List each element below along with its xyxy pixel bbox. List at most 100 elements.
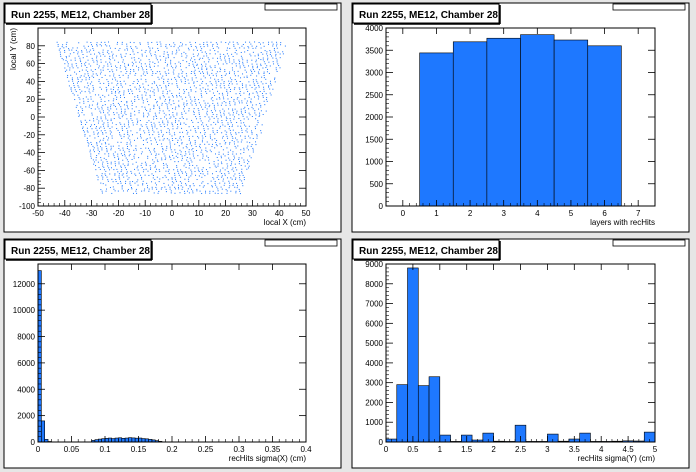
hit-point [277,63,279,65]
hit-point [233,118,235,120]
hit-point [229,90,231,92]
hit-point [214,53,216,55]
y-tick-label: -60 [23,166,35,175]
hit-point [241,171,243,173]
hit-point [160,118,162,120]
hit-point [233,99,235,101]
hit-point [142,100,144,102]
hit-point [66,61,68,63]
hit-point [128,135,130,137]
hit-point [225,159,227,161]
hit-point [239,81,241,83]
hit-point [167,78,169,80]
hit-point [107,179,109,181]
hit-point [248,125,250,127]
hit-point [224,69,226,71]
hit-point [240,94,242,96]
hit-point [264,63,266,65]
hit-point [135,145,137,147]
hit-point [177,141,179,143]
hit-point [117,82,119,84]
hit-point [86,121,88,123]
hit-point [196,165,198,167]
hit-point [157,88,159,90]
hit-point [124,65,126,67]
hit-point [150,140,152,142]
hit-point [247,159,249,161]
hit-point [93,53,95,55]
hit-point [139,86,141,88]
title-box [4,239,152,260]
hit-point [205,65,207,67]
hit-point [109,75,111,77]
hit-point [162,162,164,164]
hit-point [217,104,219,106]
hit-point [158,106,160,108]
hit-point [163,82,165,84]
histogram-bar [41,420,45,443]
hit-point [127,89,129,91]
hit-point [126,45,128,47]
hit-point [246,104,248,106]
hit-point [82,98,84,100]
hit-point [130,46,132,48]
hit-point [137,95,139,97]
hit-point [79,57,81,59]
hit-point [231,53,233,55]
hit-point [211,97,213,99]
hit-point [119,178,121,180]
hit-point [215,141,217,143]
hit-point [257,122,259,124]
hit-point [105,184,107,186]
hit-point [175,118,177,120]
hit-point [201,149,203,151]
hit-point [188,176,190,178]
hit-point [259,43,261,45]
hit-point [167,69,169,71]
hit-point [109,169,111,171]
hit-point [143,190,145,192]
x-tick-label: 0 [384,445,389,454]
hit-point [171,92,173,94]
hit-point [138,112,140,114]
hit-point [109,47,111,49]
hit-point [112,53,114,55]
hit-point [115,55,117,57]
hit-point [144,106,146,108]
hit-point [217,159,219,161]
hit-point [134,110,136,112]
hit-point [243,147,245,149]
hit-point [233,59,235,61]
hit-point [154,178,156,180]
hit-point [86,66,88,68]
hit-point [169,145,171,147]
hit-point [152,47,154,49]
hit-point [109,55,111,57]
hit-point [140,137,142,139]
hit-point [210,137,212,139]
histogram-bar [553,39,589,207]
hit-point [98,120,100,122]
hit-point [263,90,265,92]
hit-point [260,106,262,108]
hit-point [79,70,81,72]
hit-point [248,165,250,167]
hit-point [212,47,214,49]
hit-point [243,159,245,161]
hit-point [92,48,94,50]
hit-point [162,149,164,151]
hit-point [131,90,133,92]
hit-point [97,132,99,134]
hit-point [119,48,121,50]
hit-point [130,118,132,120]
y-tick-label: 4000 [17,385,35,394]
hit-point [103,82,105,84]
hit-point [202,80,204,82]
hit-point [165,103,167,105]
hit-point [79,59,81,61]
hit-point [180,69,182,71]
hit-point [171,122,173,124]
hit-point [101,120,103,122]
hit-point [92,159,94,161]
hit-point [174,177,176,179]
